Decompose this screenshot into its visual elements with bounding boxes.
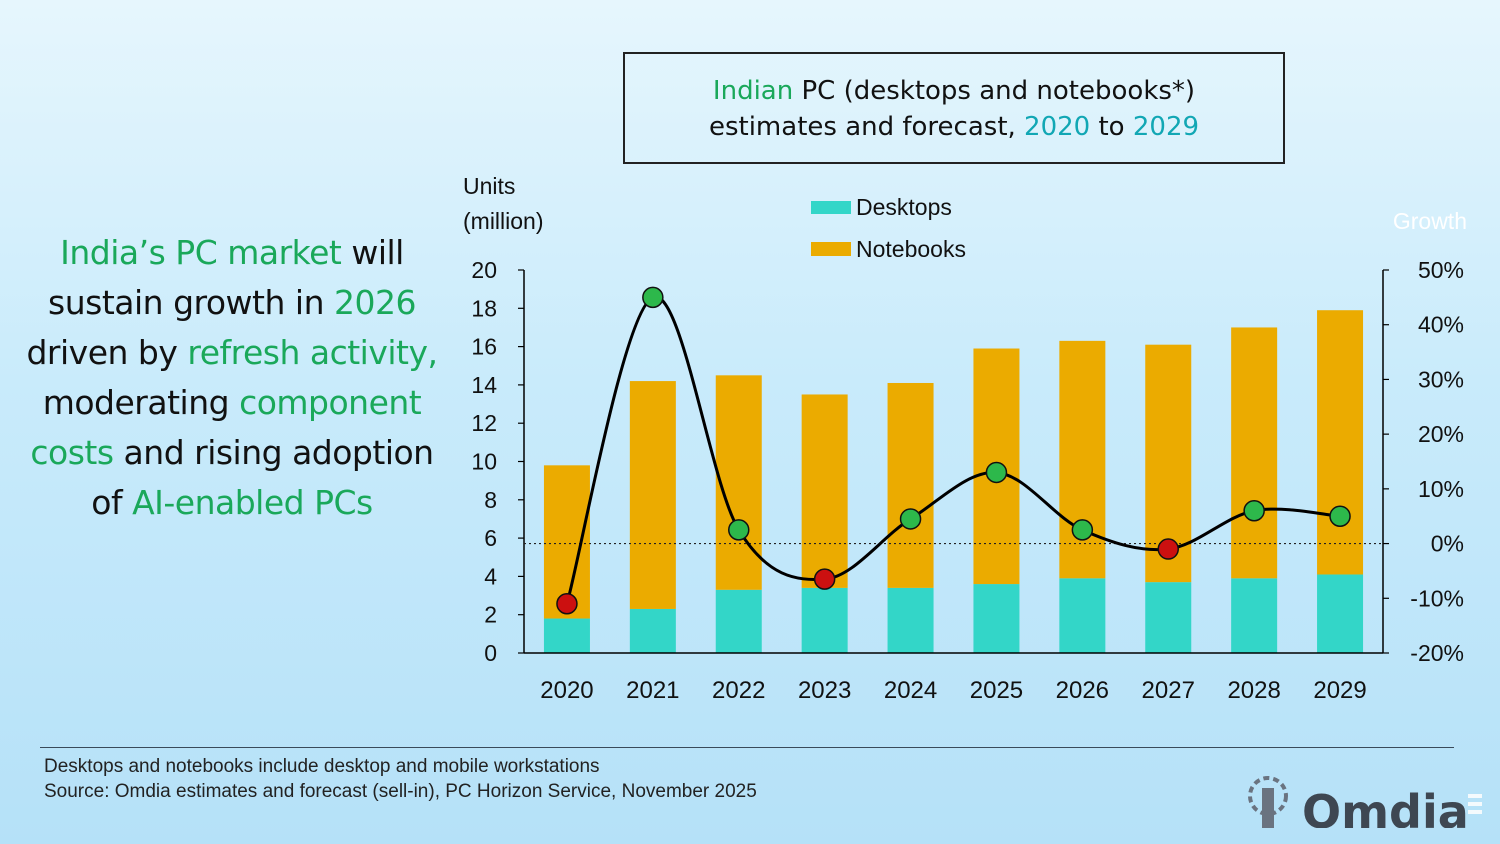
growth-point-2025: [985, 461, 1008, 484]
y-tick-label: 12: [471, 410, 497, 436]
y2-tick-label: 20%: [1418, 421, 1464, 447]
growth-point-2026: [1071, 519, 1094, 541]
y-tick-label: 20: [471, 257, 497, 283]
bar-desktops-2029: [1317, 574, 1364, 653]
y-tick-label: 16: [471, 334, 497, 360]
y-tick-label: 2: [484, 602, 497, 628]
bar-desktops-2025: [973, 584, 1020, 653]
bar-notebooks-2022: [715, 375, 762, 590]
bar-desktops-2028: [1231, 578, 1278, 653]
growth-line: [565, 295, 1341, 605]
omdia-logo-icon: Omdia: [1248, 776, 1482, 828]
headline-part: India’s PC market: [60, 233, 342, 272]
chart-title: Indian PC (desktops and notebooks*) estim…: [623, 52, 1285, 164]
x-tick-label: 2022: [712, 677, 765, 704]
growth-line-group: [556, 286, 1351, 615]
headline-part: component costs: [30, 383, 422, 472]
title-part: 2029: [1132, 112, 1200, 142]
y2-tick-label: -20%: [1410, 640, 1464, 666]
headline-part: driven by: [26, 333, 188, 372]
bar-desktops-2024: [887, 587, 934, 653]
y-tick-label: 4: [484, 563, 497, 589]
legend-swatch-notebooks: [811, 242, 851, 256]
footer-note: Desktops and notebooks include desktop a…: [44, 756, 600, 777]
omdia-logo: Omdia: [1240, 768, 1485, 828]
bar-desktops-2020: [543, 618, 590, 653]
title-part: Indian: [712, 76, 794, 106]
legend-label-notebooks: Notebooks: [856, 236, 966, 262]
x-tick-label: 2024: [884, 677, 937, 704]
y2-tick-label: -10%: [1410, 585, 1464, 611]
y2-tick-label: 0%: [1431, 531, 1464, 557]
title-part: 2020: [1024, 112, 1091, 142]
title-part: estimates and forecast,: [708, 112, 1025, 142]
bar-notebooks-2026: [1059, 340, 1106, 579]
growth-point-2023: [813, 568, 836, 590]
bar-notebooks-2028: [1231, 327, 1278, 579]
bar-desktops-2027: [1145, 582, 1192, 653]
x-tick-label: 2029: [1313, 677, 1366, 704]
pc-shipments-chart: 0 2 4 6 8 10 12 14 16 18 20 -20% -10% 0% 10% 20% 30% 40% 5…: [463, 173, 1467, 704]
title-part: PC (desktops and notebooks*): [793, 76, 1196, 106]
bar-desktops-2022: [715, 589, 762, 653]
y-tick-label: 8: [484, 487, 497, 513]
y2-tick-label: 10%: [1418, 476, 1464, 502]
y-tick-label: 10: [471, 449, 497, 475]
legend-swatch-desktops: [811, 201, 851, 214]
x-tick-label: 2025: [970, 677, 1023, 704]
headline-part: refresh activity,: [187, 333, 438, 372]
bar-notebooks-2024: [887, 382, 934, 588]
growth-point-2024: [899, 508, 922, 530]
y2-tick-label: 30%: [1418, 366, 1464, 392]
y-tick-label: 14: [471, 372, 497, 398]
y-tick-label: 6: [484, 525, 497, 551]
growth-point-2027: [1157, 538, 1179, 560]
headline-part: and rising adoption of: [91, 433, 434, 522]
y-tick-label: 0: [484, 640, 497, 666]
headline-part: AI-enabled PCs: [132, 483, 373, 522]
footer-source: Source: Omdia estimates and forecast (se…: [44, 781, 757, 802]
bar-notebooks-2021: [629, 381, 676, 609]
labels-group: 0 2 4 6 8 10 12 14 16 18 20 -20% -10% 0% 10% 20% 30% 40% 5…: [463, 173, 1467, 704]
x-tick-label: 2021: [626, 677, 679, 704]
bar-desktops-2023: [801, 587, 848, 653]
headline: India’s PC market will sustain growth in…: [22, 228, 442, 528]
x-tick-label: 2020: [540, 677, 593, 704]
growth-point-2020: [556, 593, 578, 615]
legend-label-desktops: Desktops: [856, 194, 952, 220]
growth-point-2021: [642, 286, 664, 309]
logo-text: Omdia: [1302, 785, 1469, 828]
bars-group: [543, 310, 1364, 653]
x-tick-label: 2023: [798, 677, 851, 704]
bar-desktops-2021: [629, 608, 676, 653]
y2-tick-label: 50%: [1418, 257, 1464, 283]
headline-part: 2026: [333, 283, 416, 322]
x-tick-label: 2028: [1227, 677, 1280, 704]
bar-desktops-2026: [1059, 578, 1106, 653]
bar-notebooks-2029: [1317, 310, 1364, 575]
y2-tick-label: 40%: [1418, 312, 1464, 338]
footer-divider: [40, 747, 1454, 748]
growth-point-2022: [728, 519, 750, 541]
y-axis-title: Units: [463, 173, 515, 199]
bar-notebooks-2023: [801, 394, 848, 588]
title-part: to: [1090, 112, 1133, 142]
headline-part: will sustain growth in: [48, 233, 404, 322]
y-axis-title: (million): [463, 208, 544, 234]
y-tick-label: 18: [471, 295, 497, 321]
growth-point-2029: [1329, 505, 1351, 527]
growth-point-2028: [1243, 499, 1265, 522]
headline-part: moderating: [42, 383, 240, 422]
x-tick-label: 2026: [1056, 677, 1109, 704]
y2-axis-title: Growth: [1393, 208, 1467, 234]
axes-group: [518, 269, 1389, 654]
x-tick-label: 2027: [1142, 677, 1195, 704]
